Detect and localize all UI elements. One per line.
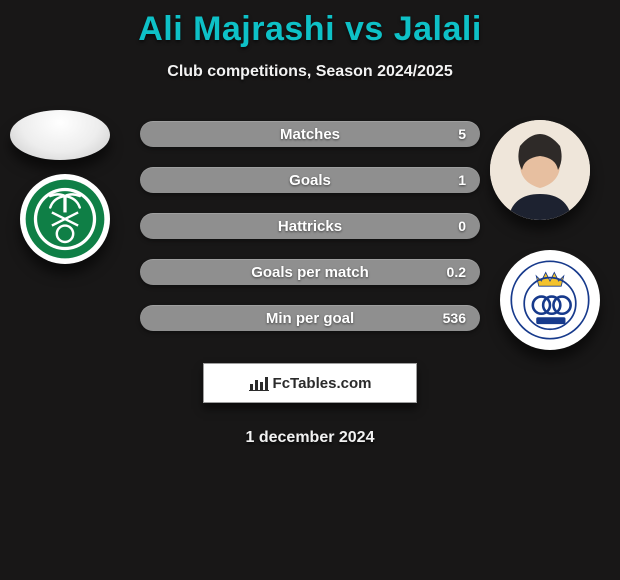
stat-row: Hattricks 0 — [140, 213, 480, 239]
player2-avatar — [490, 120, 590, 220]
stat-right-value: 1 — [458, 172, 466, 188]
player2-club-badge — [500, 250, 600, 350]
avatar-placeholder-icon — [490, 120, 590, 220]
subtitle: Club competitions, Season 2024/2025 — [0, 63, 620, 81]
stat-right-value: 536 — [443, 310, 466, 326]
brand-text: FcTables.com — [273, 375, 372, 392]
stat-right-value: 5 — [458, 126, 466, 142]
stat-row: Matches 5 — [140, 121, 480, 147]
stat-row: Goals per match 0.2 — [140, 259, 480, 285]
stat-label: Min per goal — [266, 310, 354, 327]
stat-label: Hattricks — [278, 218, 342, 235]
stat-row: Goals 1 — [140, 167, 480, 193]
stat-row: Min per goal 536 — [140, 305, 480, 331]
bar-chart-icon — [249, 375, 269, 391]
page-title: Ali Majrashi vs Jalali — [0, 0, 620, 49]
player1-avatar — [10, 110, 110, 160]
stat-right-value: 0.2 — [447, 264, 466, 280]
stat-label: Goals per match — [251, 264, 369, 281]
date-text: 1 december 2024 — [0, 429, 620, 447]
brand-box: FcTables.com — [203, 363, 417, 403]
club-crest-icon — [507, 257, 593, 343]
player1-club-badge — [20, 174, 110, 264]
stat-label: Matches — [280, 126, 340, 143]
stat-label: Goals — [289, 172, 331, 189]
stat-right-value: 0 — [458, 218, 466, 234]
club-crest-icon — [24, 178, 106, 260]
